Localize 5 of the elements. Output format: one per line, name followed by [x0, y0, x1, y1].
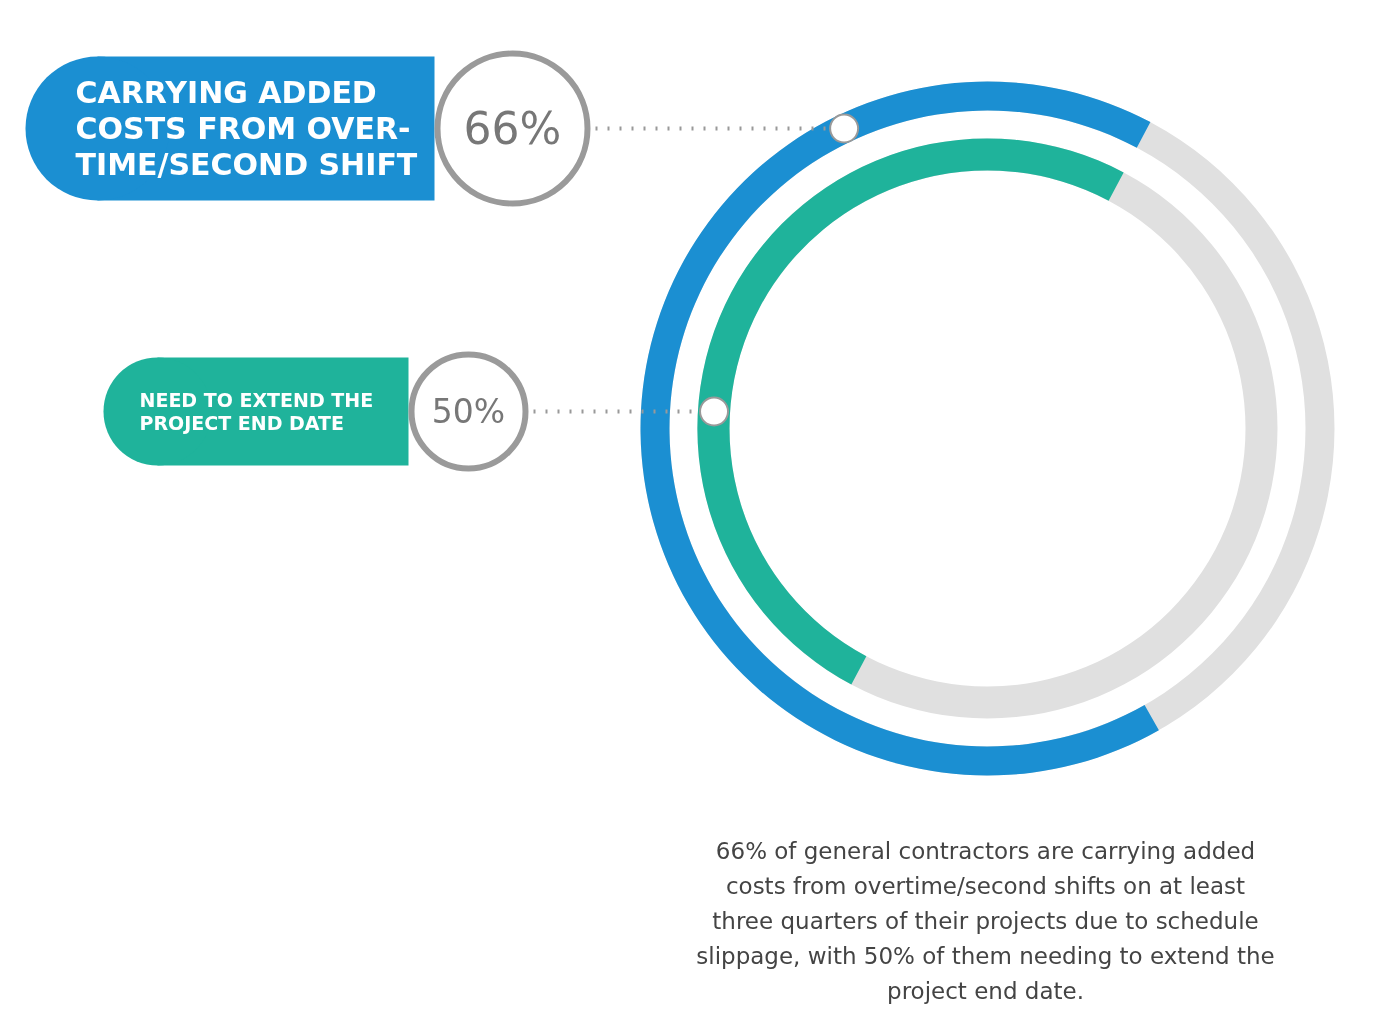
category-label: NEED TO EXTEND THE PROJECT END DATE [139, 389, 374, 434]
category-label: CARRYING ADDED COSTS FROM OVER-TIME/SECOND SHIFT [75, 75, 418, 182]
data-label: 66% [463, 103, 562, 154]
data-label: 50% [431, 392, 506, 431]
text: 66% of general contractors are carrying added costs from overtime/second shifts on at least three quarters of their projects due to schedule slippage, with 50% of them needing to extend the project end date. [696, 837, 1275, 1004]
